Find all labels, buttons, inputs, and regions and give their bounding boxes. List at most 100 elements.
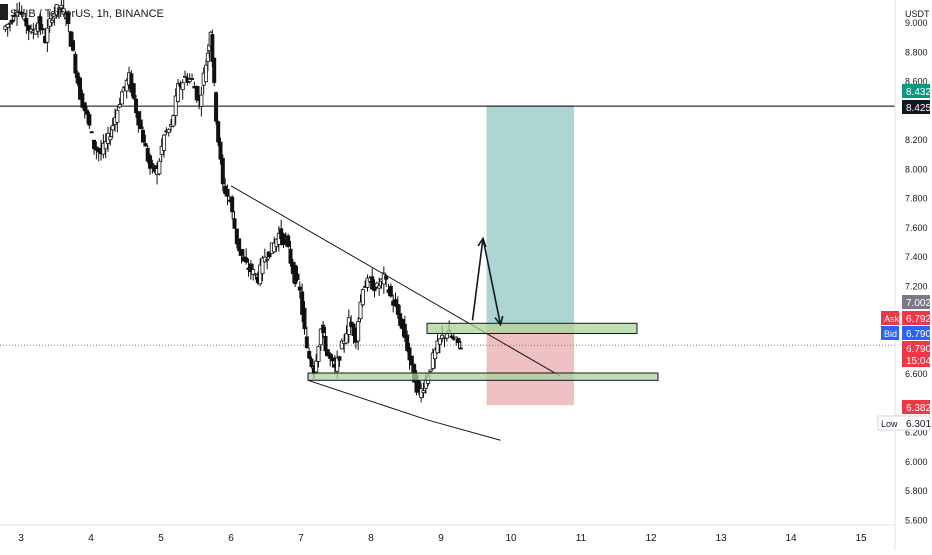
candle	[110, 117, 115, 138]
badge-stop: 6.382	[902, 400, 931, 414]
candle	[15, 3, 20, 26]
candle-body	[370, 276, 375, 290]
arrow-head	[494, 315, 504, 327]
candle	[234, 228, 239, 249]
arrow-head	[477, 236, 487, 248]
candle-body	[24, 18, 29, 27]
candle-body	[405, 334, 410, 351]
target-zone	[486, 105, 574, 327]
candle-body	[214, 92, 219, 122]
lower-trendline	[307, 379, 501, 441]
candle-body	[248, 263, 253, 273]
candle	[171, 114, 176, 128]
candle	[40, 23, 45, 35]
candle	[302, 301, 307, 335]
candle	[148, 153, 153, 175]
candle-body	[321, 324, 326, 333]
candle	[225, 184, 230, 206]
candle	[78, 76, 83, 100]
candle-body	[272, 242, 277, 253]
candle-body	[428, 369, 433, 373]
candle-body	[325, 349, 330, 357]
candle	[190, 73, 195, 80]
candle-body	[73, 53, 78, 74]
candle-body	[458, 347, 463, 350]
candle-body	[344, 333, 349, 344]
candle	[330, 354, 335, 368]
candle	[71, 31, 76, 52]
y-tick-label: 5.800	[905, 486, 928, 496]
y-tick-label: 8.800	[905, 47, 928, 57]
candle	[402, 315, 407, 342]
candle	[356, 317, 361, 351]
candle	[437, 338, 442, 354]
candle-body	[85, 109, 90, 115]
candle	[300, 283, 305, 323]
badge-price: 6.790 15:04	[902, 341, 931, 367]
svg-text:8.425: 8.425	[906, 103, 931, 114]
currency-label: USDT	[905, 9, 930, 19]
candle	[409, 355, 414, 374]
candle-body	[225, 188, 230, 197]
candle-body	[52, 13, 57, 19]
candle	[372, 279, 377, 298]
candle	[108, 126, 113, 146]
x-tick-label: 5	[158, 533, 164, 544]
candle	[145, 144, 150, 164]
candle-body	[136, 111, 141, 126]
candle-body	[260, 257, 265, 275]
candle-body	[180, 82, 185, 91]
drawings-layer	[230, 185, 659, 441]
candle-body	[300, 291, 305, 315]
candle	[54, 4, 59, 19]
candle	[365, 274, 370, 292]
candle	[85, 106, 90, 124]
x-axis-ticks: 3 4 5 6 7 8 9 10 11 12 13 14 15	[18, 533, 867, 544]
svg-text:Low: Low	[881, 419, 898, 429]
x-tick-label: 12	[645, 533, 657, 544]
candle-body	[45, 27, 50, 43]
candle	[10, 15, 15, 25]
candle	[325, 348, 330, 357]
svg-text:6.792: 6.792	[906, 314, 931, 325]
candle-body	[80, 93, 85, 108]
candle	[360, 288, 365, 307]
candle-body	[183, 75, 188, 78]
lines-layer	[0, 105, 895, 346]
candle	[166, 128, 171, 137]
candle	[103, 133, 108, 159]
candle-body	[141, 129, 146, 143]
candle-body	[204, 64, 209, 83]
candle-body	[120, 91, 125, 105]
candle	[120, 88, 125, 105]
candle-body	[309, 358, 314, 368]
candle	[244, 248, 249, 265]
candle	[232, 210, 237, 229]
candle	[50, 16, 55, 26]
candle	[458, 340, 463, 350]
candle-body	[33, 28, 38, 35]
candle	[449, 333, 454, 339]
y-tick-label: 8.000	[905, 164, 928, 174]
candle-body	[358, 301, 363, 320]
candle	[220, 154, 225, 192]
candle-body	[5, 23, 10, 28]
candle	[22, 8, 27, 22]
candle-body	[10, 19, 15, 23]
candle	[33, 24, 38, 35]
badge-high: 8.432	[902, 84, 931, 98]
candle-body	[239, 248, 244, 256]
candle-body	[54, 4, 59, 16]
candle	[388, 283, 393, 298]
candle-body	[59, 5, 64, 9]
candle-body	[129, 73, 134, 93]
candle	[214, 91, 219, 125]
candle	[199, 86, 204, 117]
y-tick-label: 9.000	[905, 18, 928, 28]
candle	[124, 78, 129, 99]
candle	[377, 277, 382, 296]
candle	[267, 251, 272, 259]
candle-body	[176, 83, 181, 102]
